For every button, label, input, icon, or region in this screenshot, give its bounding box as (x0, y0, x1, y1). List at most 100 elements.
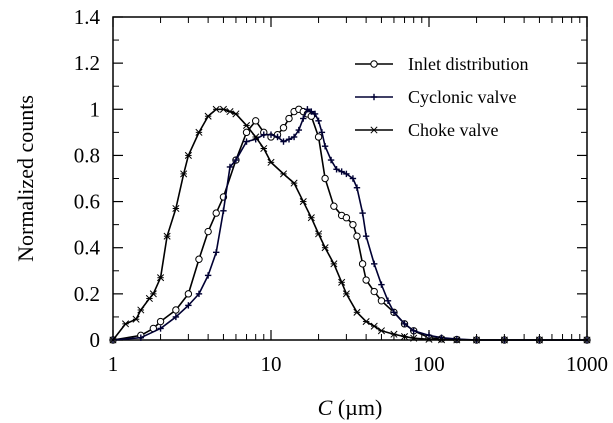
data-point-cyclonic-valve (362, 232, 370, 240)
y-tick-label: 1.2 (74, 51, 100, 75)
data-point-inlet-distribution (353, 232, 361, 240)
data-point-choke-valve (260, 144, 268, 153)
data-point-choke-valve (299, 198, 307, 206)
data-point-choke-valve (212, 105, 220, 113)
y-tick-label: 1 (90, 97, 101, 121)
data-point-choke-valve (172, 204, 180, 213)
x-axis-variable: C (318, 395, 333, 420)
y-tick-label: 0.4 (74, 236, 101, 260)
data-point-cyclonic-valve (384, 297, 392, 304)
x-tick-label: 1 (108, 352, 119, 376)
data-point-choke-valve (252, 133, 260, 141)
data-point-choke-valve (121, 320, 130, 328)
data-point-cyclonic-valve (300, 115, 307, 122)
data-point-choke-valve (535, 336, 543, 344)
data-point-choke-valve (163, 232, 171, 240)
y-tick-label: 1.4 (74, 5, 101, 29)
legend-item-inlet-distribution: Inlet distribution (355, 54, 529, 74)
data-point-cyclonic-valve (390, 309, 398, 316)
data-point-cyclonic-valve (304, 106, 311, 113)
data-point-choke-valve (137, 306, 145, 314)
data-point-choke-valve (437, 336, 446, 344)
data-point-cyclonic-valve (274, 133, 281, 141)
data-point-cyclonic-valve (321, 143, 329, 150)
series-cyclonic-valve (109, 106, 591, 344)
data-point-cyclonic-valve (315, 117, 322, 125)
data-point-cyclonic-valve (185, 302, 192, 309)
data-point-choke-valve (353, 308, 361, 316)
data-point-inlet-distribution (242, 128, 251, 137)
data-point-cyclonic-valve (349, 175, 357, 182)
data-point-cyclonic-valve (137, 334, 145, 341)
data-point-cyclonic-valve (290, 133, 298, 141)
data-point-cyclonic-valve (359, 209, 366, 217)
data-point-cyclonic-valve (378, 281, 385, 288)
data-point-cyclonic-valve (267, 131, 275, 138)
data-point-choke-valve (500, 336, 508, 344)
data-point-inlet-distribution (370, 287, 378, 296)
data-point-cyclonic-valve (311, 110, 319, 118)
axis-ticks: 1 10 100 1000 0 0.2 0.4 0.6 0.8 1 1.2 1.4 (74, 5, 608, 376)
data-point-choke-valve (290, 179, 298, 187)
data-point-inlet-distribution (279, 124, 288, 132)
series-line-cyclonic-valve (112, 108, 587, 341)
legend-label: Cyclonic valve (408, 87, 516, 107)
x-tick-label: 10 (261, 352, 282, 376)
data-point-choke-valve (132, 315, 140, 323)
data-point-choke-valve (453, 336, 461, 344)
data-point-choke-valve (219, 105, 227, 113)
data-point-choke-valve (232, 110, 240, 118)
data-point-cyclonic-valve (232, 156, 240, 164)
data-point-inlet-distribution (285, 114, 293, 123)
legend-item-cyclonic-valve: Cyclonic valve (355, 87, 516, 107)
data-point-cyclonic-valve (353, 184, 361, 191)
x-axis-title: C (µm) (318, 395, 383, 420)
x-tick-label: 100 (413, 352, 445, 376)
data-point-cyclonic-valve (295, 126, 303, 134)
data-point-choke-valve (180, 170, 188, 178)
data-point-choke-valve (390, 330, 398, 338)
data-point-choke-valve (338, 278, 346, 286)
data-point-inlet-distribution (212, 209, 220, 217)
data-point-inlet-distribution (342, 214, 351, 222)
data-point-choke-valve (377, 327, 385, 335)
data-point-choke-valve (204, 112, 212, 120)
data-point-inlet-distribution (321, 174, 329, 183)
data-point-cyclonic-valve (308, 108, 315, 115)
data-point-inlet-distribution (330, 202, 338, 210)
data-point-cyclonic-valve (260, 131, 267, 138)
series-layer (109, 105, 591, 344)
legend-item-choke-valve: Choke valve (355, 120, 498, 140)
data-point-cyclonic-valve (280, 138, 287, 145)
data-point-cyclonic-valve (453, 335, 461, 343)
data-point-cyclonic-valve (204, 272, 212, 279)
data-point-cyclonic-valve (285, 136, 293, 143)
y-axis-title: Normalized counts (13, 95, 38, 262)
data-point-cyclonic-valve (401, 320, 408, 328)
data-point-choke-valve (149, 290, 157, 298)
y-tick-label: 0.2 (74, 282, 100, 306)
data-point-cyclonic-valve (338, 168, 345, 175)
data-point-cyclonic-valve (333, 166, 340, 173)
data-point-cyclonic-valve (343, 170, 350, 178)
data-point-cyclonic-valve (327, 156, 335, 164)
data-point-choke-valve (307, 214, 315, 222)
data-point-cyclonic-valve (213, 249, 220, 256)
data-point-choke-valve (370, 322, 378, 330)
data-point-choke-valve (583, 336, 591, 344)
data-point-choke-valve (184, 151, 192, 159)
data-point-cyclonic-valve (425, 332, 433, 339)
y-tick-label: 0 (90, 328, 101, 352)
data-point-cyclonic-valve (318, 129, 326, 136)
data-point-cyclonic-valve (371, 260, 378, 268)
data-point-inlet-distribution (362, 276, 370, 284)
legend-marker (370, 126, 378, 134)
data-point-inlet-distribution (314, 133, 323, 141)
data-point-choke-valve (279, 170, 288, 178)
data-point-choke-valve (226, 108, 234, 116)
data-point-choke-valve (109, 336, 117, 344)
data-point-choke-valve (473, 336, 481, 344)
data-point-choke-valve (342, 290, 350, 298)
data-point-cyclonic-valve (226, 163, 234, 171)
